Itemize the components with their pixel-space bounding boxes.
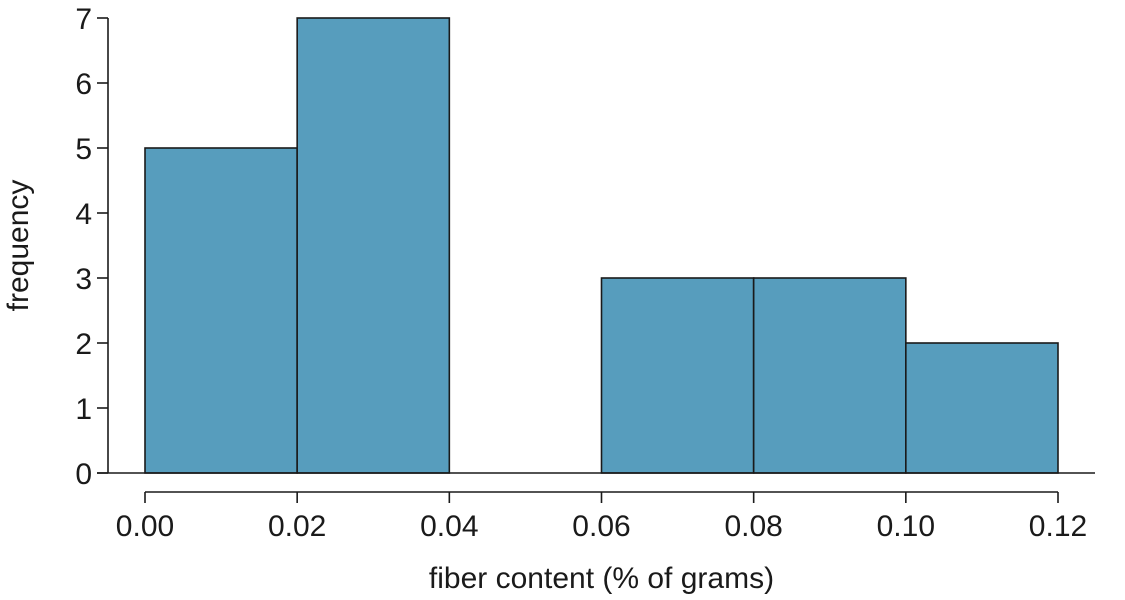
x-tick-label: 0.04 [420,510,478,543]
y-tick-label: 5 [75,133,92,166]
y-tick-label: 2 [75,328,92,361]
y-tick-label: 0 [75,458,92,491]
y-tick-label: 1 [75,393,92,426]
x-tick-label: 0.10 [877,510,935,543]
y-tick-label: 6 [75,68,92,101]
y-tick-label: 7 [75,3,92,36]
y-tick-label: 4 [75,198,92,231]
x-tick-label: 0.00 [116,510,174,543]
x-axis-title: fiber content (% of grams) [429,562,774,595]
histogram-bar [600,277,755,474]
x-tick-label: 0.02 [268,510,326,543]
bars-group [97,17,1095,474]
x-tick-label: 0.06 [572,510,630,543]
histogram-bar [752,277,907,474]
y-axis-title: frequency [2,180,35,312]
histogram-bar [296,17,451,474]
y-axis: 0 1 2 3 4 5 6 7 [75,3,109,491]
histogram-bar [905,342,1059,474]
x-tick-label: 0.12 [1029,510,1087,543]
histogram-bar [144,147,298,474]
y-tick-label: 3 [75,263,92,296]
x-tick-label: 0.08 [724,510,782,543]
x-axis: 0.00 0.02 0.04 0.06 0.08 0.10 0.12 [116,491,1087,543]
